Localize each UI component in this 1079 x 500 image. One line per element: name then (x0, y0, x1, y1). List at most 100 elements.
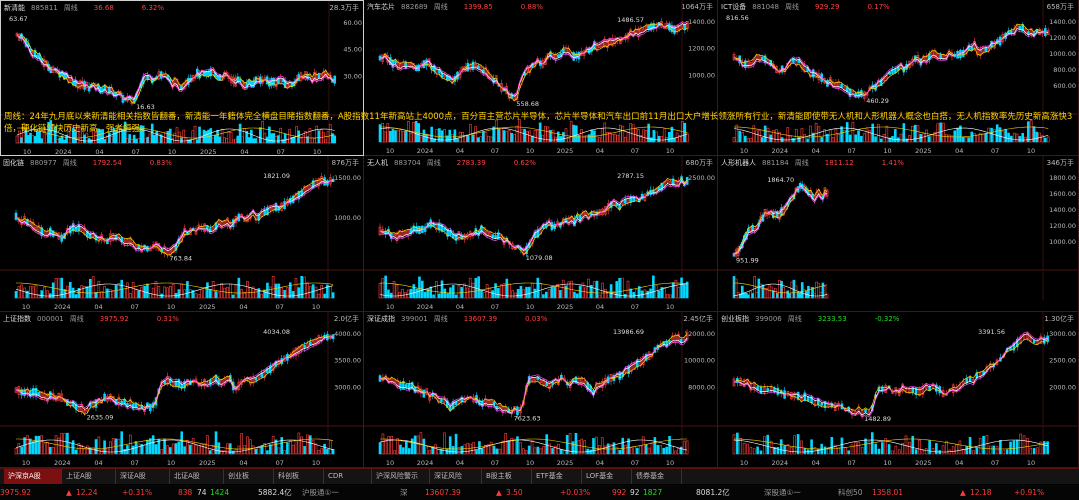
volume-bar (137, 443, 141, 455)
volume-bar (443, 129, 446, 143)
volume-ma-line (379, 439, 688, 453)
candle (254, 377, 258, 381)
volume-bar (1007, 132, 1010, 143)
volume-bar (516, 289, 520, 299)
chart-panel[interactable]: 固化链 880977 周线 1792.54 0.83% 876万手 1500.00 1000.… (0, 156, 364, 312)
sh-flat-count: 74 (197, 488, 207, 497)
chart-panel[interactable]: 无人机 883704 周线 2783.39 0.62% 680万手 2500.00 2787.… (364, 156, 718, 312)
volume-bar (965, 446, 968, 455)
volume-bar (752, 448, 756, 455)
candle (389, 57, 392, 66)
volume-bar (238, 123, 242, 144)
market-tab[interactable]: 深证风险 (430, 469, 482, 484)
panel-price: 36.68 (93, 4, 114, 12)
volume-bar (434, 444, 437, 455)
volume-bar (20, 284, 24, 299)
volume-bar (106, 288, 109, 299)
chart-panel[interactable]: 上证指数 000001 周线 3975.92 0.31% 2.0亿手 4000.00 3500… (0, 312, 364, 468)
candle (323, 177, 326, 186)
volume-bar (942, 122, 945, 143)
market-tab[interactable]: 沪深京A股 (4, 469, 62, 484)
chart-panel[interactable]: ICT设备 881048 周线 929.29 0.17% 658万手 1400.00 1200… (718, 0, 1079, 156)
candle (406, 228, 410, 236)
volume-bar (894, 129, 897, 143)
volume-bar (448, 129, 452, 143)
market-tab[interactable]: 创业板 (224, 469, 274, 484)
high-price-label: 13986.69 (613, 328, 644, 336)
market-tab[interactable]: B股主板 (482, 469, 532, 484)
panel-change: 0.62% (513, 159, 536, 167)
volume-bar (245, 131, 249, 144)
volume-bar (657, 290, 661, 299)
market-tab[interactable]: 科创板 (274, 469, 324, 484)
market-tab[interactable]: 债券基金 (632, 469, 682, 484)
volume-bar (166, 445, 169, 455)
sh-amount: 5882.4亿 (258, 488, 292, 497)
volume-bar (776, 293, 779, 299)
panel-header: 新清能 885811 周线 36.68 6.32% (4, 3, 360, 13)
moving-average-line (15, 177, 334, 256)
chart-panel[interactable]: 深证成指 399001 周线 13607.39 0.03% 2.45亿手 12000.00 1… (364, 312, 718, 468)
volume-bar (618, 124, 622, 143)
volume-bar (575, 293, 579, 299)
volume-bar (955, 444, 958, 455)
volume-bar (665, 446, 668, 455)
panel-change: 1.41% (881, 159, 904, 167)
volume-bar (668, 131, 671, 143)
sz-change: 3.50 (506, 488, 523, 497)
volume-bar (887, 444, 891, 455)
volume-bar (412, 284, 416, 299)
volume-bar (268, 444, 272, 455)
volume-bar (924, 448, 928, 455)
market-tab[interactable]: LOF基金 (582, 469, 632, 484)
volume-bar (331, 448, 335, 455)
market-tab[interactable]: ETF基金 (532, 469, 582, 484)
date-tick-label: 10 (167, 303, 175, 311)
volume-bar (186, 440, 189, 455)
candle (34, 226, 38, 231)
date-tick-label: 07 (276, 303, 284, 311)
volume-bar (637, 286, 641, 299)
volume-bar (662, 128, 666, 143)
volume-bar (567, 281, 571, 299)
market-tab[interactable]: 深证A股 (116, 469, 170, 484)
candlestick-chart: 1400.00 1200.00 1000.00 1486.57 558.68 10 2024… (364, 0, 717, 155)
panel-period: 周线 (426, 159, 441, 167)
moving-average-line (733, 338, 1048, 411)
date-tick-label: 2024 (54, 303, 71, 311)
volume-bar (649, 288, 652, 299)
volume-bar (548, 443, 551, 455)
market-tab[interactable]: 沪深风险警示 (372, 469, 430, 484)
market-tab[interactable]: CDR (324, 469, 372, 484)
chart-panel[interactable]: 人形机器人 881184 周线 1811.12 1.41% 346万手 1800.00 160… (718, 156, 1079, 312)
chart-panel[interactable]: 创业板指 399006 周线 3233.53 -0.32% 1.30亿手 3000.00 25… (718, 312, 1079, 468)
volume-bar (547, 289, 551, 299)
volume-bar (274, 283, 278, 299)
date-tick-label: 10 (740, 459, 748, 467)
chart-panel[interactable]: 汽车芯片 882689 周线 1399.85 0.88% 1064万手 1400.00 120… (364, 0, 718, 156)
volume-bar (551, 448, 554, 455)
market-tab[interactable]: 北证A股 (170, 469, 224, 484)
volume-bar (46, 290, 49, 299)
sz-connect-link[interactable]: 深股通①一 (764, 488, 801, 497)
market-tab[interactable]: 上证A股 (62, 469, 116, 484)
volume-bar (608, 132, 612, 143)
candle (1010, 30, 1013, 34)
volume-bar (513, 134, 516, 143)
volume-bar (947, 134, 951, 143)
volume-bar (830, 436, 834, 455)
sh-connect-link[interactable]: 沪股通①一 (302, 488, 339, 497)
candle (660, 20, 663, 28)
date-tick-label: 10 (740, 147, 748, 155)
candle (23, 389, 26, 396)
volume-bar (28, 286, 32, 299)
chart-panel[interactable]: 新清能 885811 周线 36.68 6.32% 28.3万手 60.00 45.00 30.… (0, 0, 364, 156)
y-tick-label: 2500.00 (1049, 357, 1076, 365)
panel-code: 000001 (37, 315, 64, 323)
date-tick-label: 2025 (915, 147, 932, 155)
candle (97, 236, 101, 242)
moving-average-line (379, 20, 688, 96)
candle (74, 227, 78, 231)
date-tick-label: 07 (491, 459, 499, 467)
panel-header: ICT设备 881048 周线 929.29 0.17% (721, 2, 1075, 12)
